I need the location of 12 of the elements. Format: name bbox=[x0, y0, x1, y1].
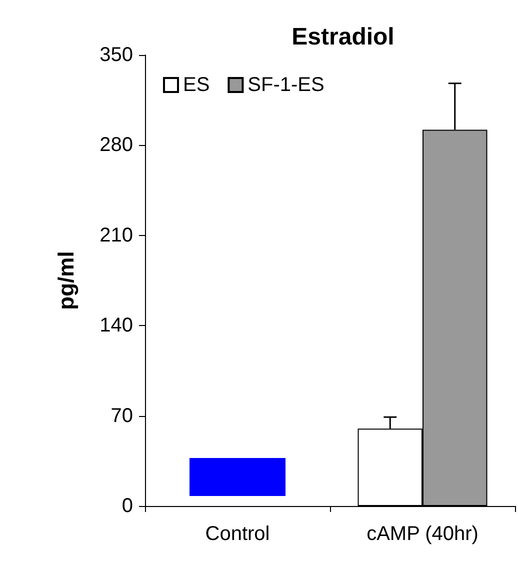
chart-title: Estradiol bbox=[292, 24, 394, 50]
y-tick-label: 0 bbox=[122, 495, 133, 517]
y-tick-label: 140 bbox=[100, 314, 133, 337]
y-tick-label: 280 bbox=[100, 134, 133, 156]
x-tick-label: Control bbox=[205, 523, 270, 545]
y-axis-title: pg/ml bbox=[54, 251, 78, 310]
y-tick-label: 350 bbox=[100, 44, 133, 66]
legend-label: SF-1-ES bbox=[248, 74, 324, 96]
y-tick-label: 210 bbox=[100, 224, 133, 246]
y-tick-label: 70 bbox=[110, 404, 133, 427]
x-tick-label: cAMP (40hr) bbox=[366, 523, 478, 545]
legend-label: ES bbox=[183, 74, 210, 96]
